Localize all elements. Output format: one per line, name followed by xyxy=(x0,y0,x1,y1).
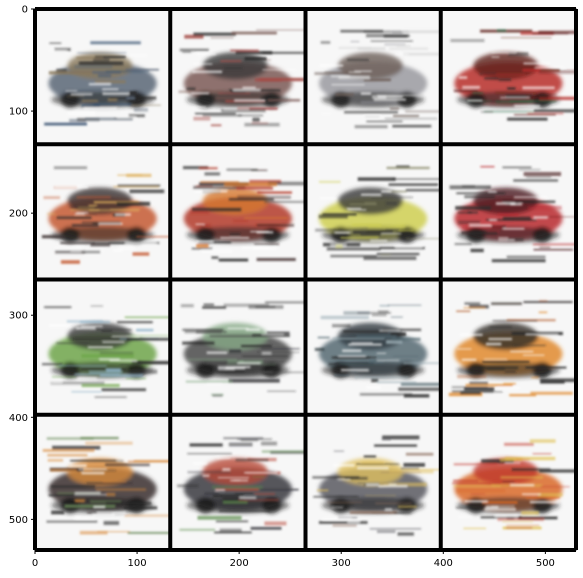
generated-car-cell xyxy=(306,415,443,550)
y-tick-label: 200 xyxy=(9,209,28,220)
generated-car-cell xyxy=(170,415,321,550)
generated-car-cell xyxy=(35,144,190,279)
generated-car-cell xyxy=(441,144,583,279)
generated-car-cell xyxy=(441,9,583,144)
generated-car-cell xyxy=(441,415,583,550)
generated-car-cell xyxy=(170,280,319,415)
plot-area xyxy=(35,9,583,550)
x-tick-label: 200 xyxy=(230,558,249,569)
generated-car-cell xyxy=(170,9,308,144)
x-tick-label: 100 xyxy=(128,558,147,569)
generated-car-cell xyxy=(306,9,454,144)
x-tick-label: 300 xyxy=(332,558,351,569)
generated-car-cell xyxy=(306,144,457,279)
y-tick-label: 400 xyxy=(9,413,28,424)
generated-car-cell xyxy=(441,280,583,415)
y-tick-label: 0 xyxy=(22,5,28,16)
x-tick-label: 400 xyxy=(434,558,453,569)
generated-car-cell xyxy=(170,144,308,279)
generated-car-cell xyxy=(35,9,170,144)
generated-car-cell xyxy=(306,280,456,415)
y-tick-label: 100 xyxy=(9,107,28,118)
generated-car-cell xyxy=(35,415,181,550)
generated-car-cell xyxy=(35,280,177,415)
x-tick-label: 0 xyxy=(32,558,38,569)
y-tick-label: 500 xyxy=(9,515,28,526)
x-tick-label: 500 xyxy=(536,558,555,569)
y-tick-label: 300 xyxy=(9,311,28,322)
